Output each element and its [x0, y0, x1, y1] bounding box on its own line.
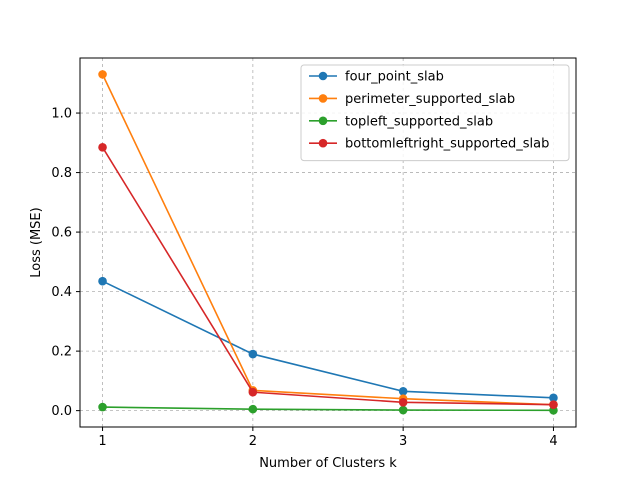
legend-label: perimeter_supported_slab [345, 92, 515, 107]
series-line [101, 74, 554, 406]
series-bottomleftright_supported_slab [98, 142, 558, 409]
series-line [102, 280, 554, 399]
legend-marker [318, 71, 328, 81]
x-axis-label: Number of Clusters k [259, 456, 397, 471]
y-tick-label: 0.6 [51, 226, 72, 241]
series-line [102, 406, 554, 412]
y-tick-label: 0.8 [51, 166, 72, 181]
data-point [98, 142, 107, 152]
legend-label: four_point_slab [345, 70, 444, 85]
data-point [248, 404, 258, 414]
legend-marker [318, 138, 328, 148]
plot-frame [79, 57, 577, 428]
y-tick-label: 0.4 [51, 285, 72, 300]
y-axis: 0.0 0.2 0.4 0.6 0.8 1.0 [51, 107, 80, 419]
data-point [549, 393, 558, 403]
x-tick-label: 3 [399, 434, 407, 449]
legend-item: topleft_supported_slab [309, 114, 493, 129]
data-point [98, 402, 107, 412]
series-layer [98, 70, 558, 415]
x-tick-label: 4 [549, 434, 557, 449]
data-point [549, 400, 558, 409]
data-point [248, 387, 258, 397]
data-point [398, 405, 408, 415]
x-tick-label: 2 [249, 434, 257, 449]
y-tick-label: 0.0 [51, 404, 72, 419]
x-axis: 1 2 3 4 [98, 427, 558, 449]
legend-item: perimeter_supported_slab [309, 92, 515, 107]
legend-item: bottomleftright_supported_slab [309, 137, 549, 152]
data-point [398, 386, 408, 396]
legend-item: four_point_slab [309, 70, 444, 85]
series-line [101, 146, 554, 406]
data-point [248, 349, 258, 359]
y-tick-label: 1.0 [51, 107, 72, 122]
data-point [98, 276, 107, 286]
y-axis-label: Loss (MSE) [29, 207, 44, 277]
legend-label: bottomleftright_supported_slab [345, 137, 549, 152]
data-point [98, 70, 107, 79]
legend-marker [318, 94, 328, 103]
data-point [398, 398, 408, 407]
legend-box [300, 64, 570, 162]
legend-label: topleft_supported_slab [345, 114, 493, 129]
y-tick-label: 0.2 [51, 345, 72, 360]
legend: four_point_slab perimeter_supported_slabt… [300, 64, 570, 162]
series-four_point_slab [98, 276, 558, 403]
x-tick-label: 1 [98, 434, 106, 449]
legend-marker [318, 116, 328, 126]
